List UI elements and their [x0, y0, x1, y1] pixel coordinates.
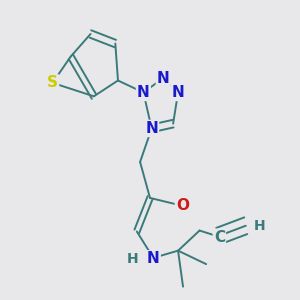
- Text: N: N: [172, 85, 184, 100]
- Text: C: C: [214, 230, 225, 245]
- Text: O: O: [176, 198, 189, 213]
- Text: N: N: [147, 251, 160, 266]
- Text: H: H: [254, 219, 266, 233]
- Text: N: N: [157, 70, 169, 86]
- Text: S: S: [47, 75, 58, 90]
- Text: N: N: [137, 85, 150, 100]
- Text: N: N: [145, 121, 158, 136]
- Text: H: H: [127, 252, 138, 266]
